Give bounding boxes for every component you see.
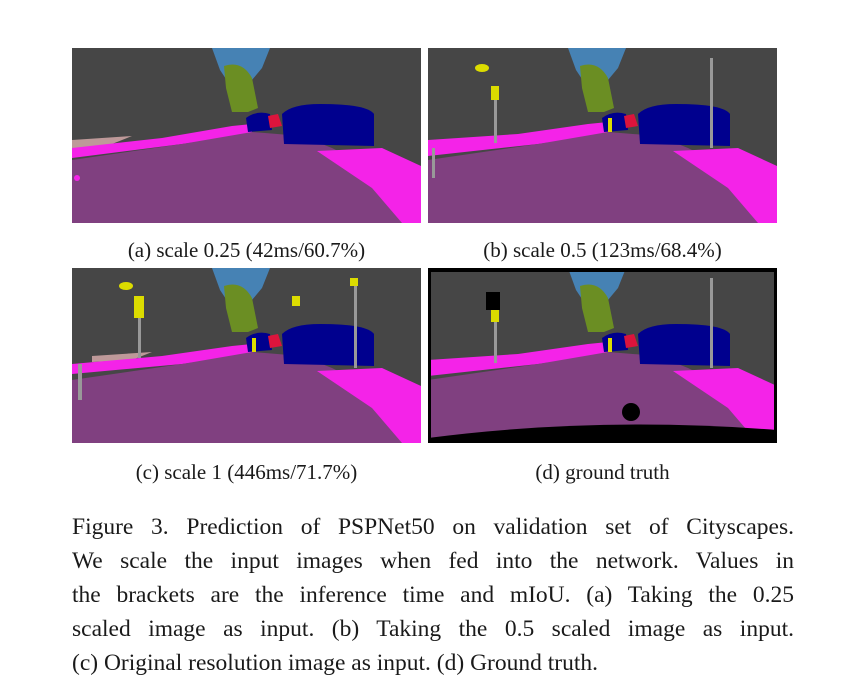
void-region xyxy=(486,292,500,310)
subcaption-c: (c) scale 1 (446ms/71.7%) xyxy=(135,460,358,484)
traffic-sign xyxy=(491,310,499,322)
segmentation-panel-a xyxy=(72,48,421,223)
sidewalk-right xyxy=(317,368,421,443)
car-large xyxy=(282,104,374,146)
person xyxy=(268,114,282,128)
car-large xyxy=(638,324,730,366)
traffic-sign xyxy=(119,282,133,290)
pole xyxy=(710,58,713,148)
traffic-sign xyxy=(475,64,489,72)
pole xyxy=(432,148,435,178)
sidewalk-left xyxy=(428,122,608,156)
car-small xyxy=(246,112,272,132)
sidewalk-right xyxy=(673,368,777,443)
ego-vehicle xyxy=(428,424,777,443)
sidewalk-right xyxy=(317,148,421,223)
vegetation-region xyxy=(224,64,258,112)
pole xyxy=(354,278,357,368)
pole xyxy=(710,278,713,368)
segmentation-panel-d xyxy=(428,268,777,443)
segmentation-map-a xyxy=(72,48,421,223)
person xyxy=(624,334,638,348)
caption-line: We scale the input images when fed into … xyxy=(72,548,794,574)
vegetation-region xyxy=(580,284,614,332)
vegetation-region xyxy=(580,64,614,112)
caption-line: scaled image as input. (b) Taking the 0.… xyxy=(72,616,794,642)
traffic-sign xyxy=(608,338,612,352)
subcaption-a: (a) scale 0.25 (42ms/60.7%) xyxy=(127,238,366,262)
caption-line: the brackets are the inference time and … xyxy=(72,582,794,608)
wall-region xyxy=(92,352,152,362)
person xyxy=(268,334,282,348)
sidewalk-left xyxy=(72,344,252,374)
void-border-left xyxy=(428,268,431,443)
caption-line: (c) Original resolution image as input. … xyxy=(72,650,599,676)
caption-line: Figure 3. Prediction of PSPNet50 on vali… xyxy=(72,514,794,540)
car-large xyxy=(282,324,374,366)
sidewalk-left xyxy=(428,342,608,376)
figure-caption: Figure 3. Prediction of PSPNet50 on vali… xyxy=(72,510,794,680)
traffic-sign xyxy=(134,296,144,318)
pole xyxy=(494,308,497,363)
car-large xyxy=(638,104,730,146)
sidewalk-right xyxy=(673,148,777,223)
pole xyxy=(138,298,141,358)
segmentation-map-c xyxy=(72,268,421,443)
segmentation-panel-c xyxy=(72,268,421,443)
subcaption-b: (b) scale 0.5 (123ms/68.4%) xyxy=(483,238,722,262)
segmentation-map-d xyxy=(428,268,777,443)
sidewalk-left xyxy=(72,124,252,158)
traffic-sign xyxy=(608,118,612,132)
subcaption-d: (d) ground truth xyxy=(535,460,670,484)
traffic-sign xyxy=(350,278,358,286)
sidewalk-blob xyxy=(74,175,80,181)
traffic-sign xyxy=(292,296,300,306)
traffic-sign xyxy=(491,86,499,100)
pole xyxy=(78,364,82,400)
traffic-sign xyxy=(252,338,256,352)
vegetation-region xyxy=(224,284,258,332)
segmentation-panel-b xyxy=(428,48,777,223)
pole xyxy=(494,88,497,143)
person xyxy=(624,114,638,128)
void-border-top xyxy=(428,268,777,272)
segmentation-map-b xyxy=(428,48,777,223)
void-blob xyxy=(622,403,640,421)
void-border-right xyxy=(774,268,777,443)
